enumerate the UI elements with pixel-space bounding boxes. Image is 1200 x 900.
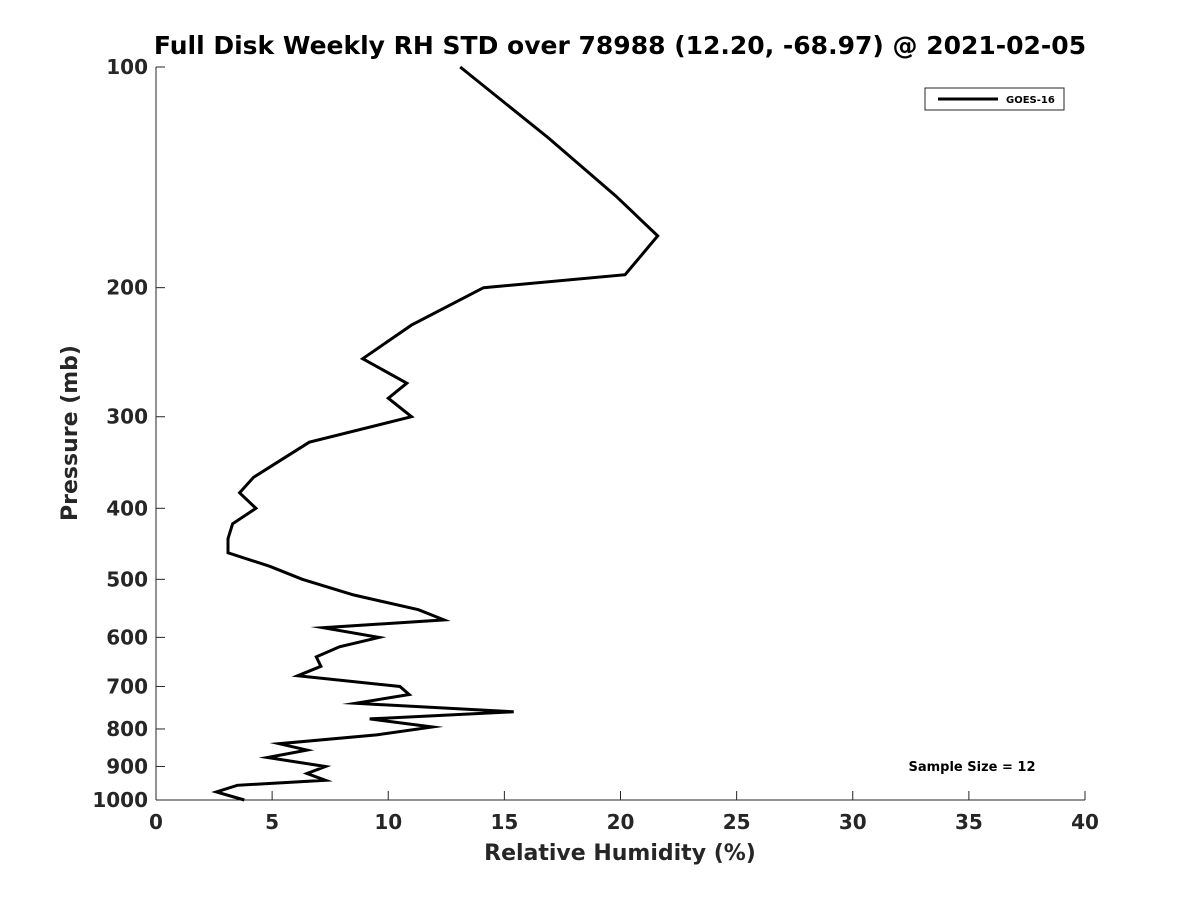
series-layer — [211, 65, 660, 802]
chart-title: Full Disk Weekly RH STD over 78988 (12.2… — [154, 31, 1086, 60]
y-axis-label: Pressure (mb) — [58, 345, 83, 521]
y-tick-label: 100 — [106, 55, 148, 79]
x-tick-label: 35 — [955, 810, 983, 834]
y-tick-label: 300 — [106, 405, 148, 429]
y-tick-label: 600 — [106, 625, 148, 649]
x-axis-ticks: 0 5 10 15 20 25 30 35 40 — [149, 791, 1099, 834]
x-tick-label: 25 — [723, 810, 751, 834]
plot-area — [155, 67, 1085, 801]
x-axis-label: Relative Humidity (%) — [484, 841, 756, 866]
series-line-goes16 — [211, 65, 660, 802]
y-tick-label: 500 — [106, 567, 148, 591]
x-tick-label: 15 — [490, 810, 518, 834]
x-tick-label: 20 — [607, 810, 635, 834]
y-tick-label: 700 — [106, 674, 148, 698]
y-tick-label: 800 — [106, 717, 148, 741]
y-axis-ticks: 100 200 300 400 500 600 700 800 900 1000 — [92, 55, 165, 812]
x-tick-label: 0 — [149, 810, 163, 834]
legend: GOES-16 — [924, 87, 1065, 111]
legend-label-goes16: GOES-16 — [1006, 95, 1055, 106]
y-tick-label: 200 — [106, 276, 148, 300]
x-tick-label: 40 — [1071, 810, 1099, 834]
y-tick-label: 900 — [106, 754, 148, 778]
x-tick-label: 5 — [265, 810, 279, 834]
x-tick-label: 30 — [839, 810, 867, 834]
plot-background — [156, 67, 1085, 800]
sample-size-annotation: Sample Size = 12 — [908, 760, 1035, 775]
y-tick-label: 400 — [106, 496, 148, 520]
x-tick-label: 10 — [374, 810, 402, 834]
y-tick-label: 1000 — [92, 788, 148, 812]
